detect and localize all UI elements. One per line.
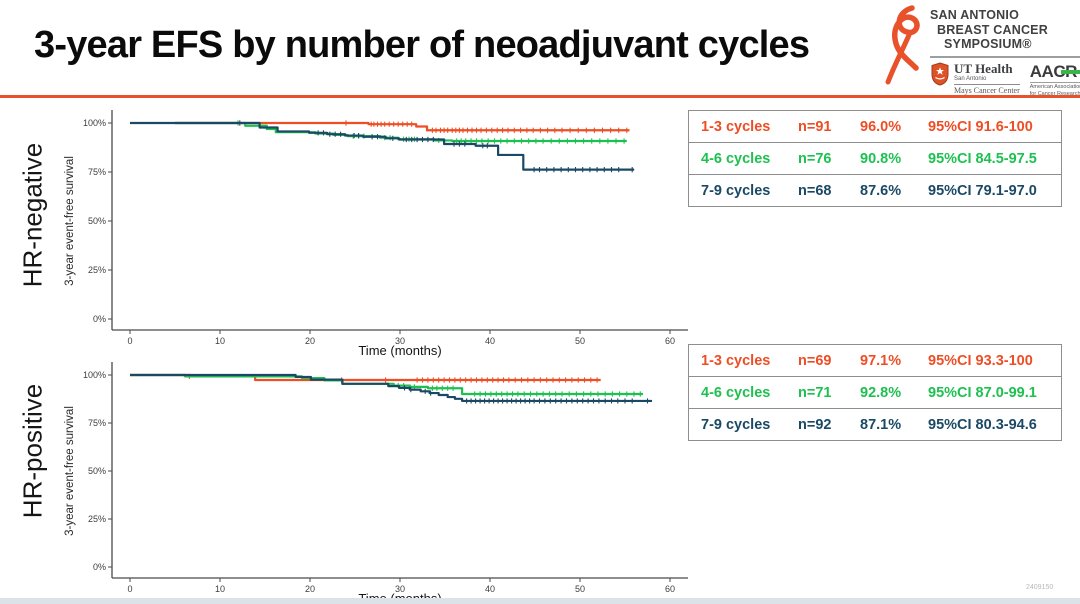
y-tick-label: 100% [83,370,106,380]
km-curve-1-3-cycles [175,121,630,132]
legend-n: n=76 [798,150,832,167]
x-tick-label: 20 [305,336,315,346]
aacr-wordmark: AACR [1029,62,1078,81]
legend-rate: 87.6% [860,182,902,199]
censor-marks [237,120,635,173]
sabcs-ribbon-icon [885,5,920,85]
legend-ci: 95%CI 91.6-100 [928,118,1033,135]
partner-logos: UT Health San Antonio Mays Cancer Center… [930,56,1080,97]
sabcs-line: SYMPOSIUM® [944,37,1032,51]
x-tick-label: 50 [575,584,585,594]
x-tick-label: 0 [127,336,132,346]
y-tick-label: 0% [93,314,106,324]
ut-health-name: UT Health [954,61,1013,76]
y-tick-label: 75% [88,167,106,177]
legend-ci: 95%CI 93.3-100 [928,352,1033,369]
x-tick-label: 40 [485,584,495,594]
x-tick-label: 30 [395,584,405,594]
x-tick-label: 60 [665,336,675,346]
censor-marks [187,373,600,383]
legend-row: 4-6 cycles n=76 90.8% 95%CI 84.5-97.5 [688,142,1062,175]
legend-label: 7-9 cycles [701,416,771,433]
ut-health-logo: UT Health San Antonio Mays Cancer Center [930,62,1020,95]
x-axis-title: Time (months) [358,343,441,358]
ut-health-center: Mays Cancer Center [954,84,1020,95]
panel-label-hr-negative: HR-negative [17,142,48,288]
sabcs-wordmark: SAN ANTONIO BREAST CANCER SYMPOSIUM® [930,8,1048,52]
legend-rate: 97.1% [860,352,902,369]
censor-marks [343,120,629,133]
legend-n: n=92 [798,416,832,433]
legend-rate: 96.0% [860,118,902,135]
aacr-subtext: American Association [1029,84,1080,90]
legend-rate: 87.1% [860,416,902,433]
legend-row: 1-3 cycles n=91 96.0% 95%CI 91.6-100 [688,110,1062,143]
slide-number: 2409150 [1026,584,1054,591]
legend-label: 1-3 cycles [701,118,771,135]
legend-n: n=91 [798,118,832,135]
legend-table-hr-negative: 1-3 cycles n=91 96.0% 95%CI 91.6-100 4-6 cyc… [688,110,1062,207]
legend-rate: 92.8% [860,384,902,401]
legend-label: 1-3 cycles [701,352,771,369]
y-tick-label: 75% [88,418,106,428]
sabcs-line: BREAST CANCER [937,22,1048,37]
x-tick-label: 50 [575,336,585,346]
legend-ci: 95%CI 87.0-99.1 [928,384,1037,401]
y-axis-title: 3-year event-free survival [64,406,76,536]
x-tick-label: 0 [127,584,132,594]
slide-title: 3-year EFS by number of neoadjuvant cycl… [34,24,810,66]
x-tick-label: 10 [215,336,225,346]
censor-marks [402,385,650,404]
x-tick-label: 10 [215,584,225,594]
legend-n: n=71 [798,384,832,401]
km-curve-4-6-cycles [175,121,627,143]
legend-label: 4-6 cycles [701,150,771,167]
legend-ci: 95%CI 80.3-94.6 [928,416,1037,433]
y-tick-label: 100% [83,118,106,128]
aacr-green-bar [1060,70,1080,74]
legend-table-hr-positive: 1-3 cycles n=69 97.1% 95%CI 93.3-100 4-6 cyc… [688,344,1062,441]
legend-rate: 90.8% [860,150,902,167]
accent-rule [0,95,1080,98]
legend-ci: 95%CI 79.1-97.0 [928,182,1037,199]
legend-row: 7-9 cycles n=92 87.1% 95%CI 80.3-94.6 [688,408,1062,441]
y-tick-label: 50% [88,466,106,476]
km-curve-7-9-cycles [130,373,652,403]
y-tick-label: 50% [88,216,106,226]
footer-strip [0,598,1080,604]
y-tick-label: 0% [93,562,106,572]
legend-ci: 95%CI 84.5-97.5 [928,150,1037,167]
ut-health-city: San Antonio [954,76,987,82]
x-tick-label: 30 [395,336,405,346]
km-chart-hr-negative: 0% 25% 50% 75% 100% 0 10 20 30 40 50 60 Time (months… [64,110,688,358]
y-tick-label: 25% [88,265,106,275]
aacr-subtext: for Cancer Research® [1029,90,1080,97]
legend-label: 7-9 cycles [701,182,771,199]
x-tick-label: 20 [305,584,315,594]
legend-row: 1-3 cycles n=69 97.1% 95%CI 93.3-100 [688,344,1062,377]
sabcs-line: SAN ANTONIO [930,8,1020,22]
legend-label: 4-6 cycles [701,384,771,401]
legend-row: 4-6 cycles n=71 92.8% 95%CI 87.0-99.1 [688,376,1062,409]
legend-n: n=68 [798,182,832,199]
ut-health-shield-icon [931,62,949,86]
panel-label-hr-positive: HR-positive [17,383,48,519]
aacr-logo: AACR American Association for Cancer Res… [1029,62,1080,97]
legend-row: 7-9 cycles n=68 87.6% 95%CI 79.1-97.0 [688,174,1062,207]
km-curve-7-9-cycles [130,121,634,171]
x-tick-label: 40 [485,336,495,346]
legend-n: n=69 [798,352,832,369]
y-tick-label: 25% [88,514,106,524]
x-tick-label: 60 [665,584,675,594]
y-axis-title: 3-year event-free survival [64,156,76,286]
logo-block: SAN ANTONIO BREAST CANCER SYMPOSIUM® UT … [884,4,1080,97]
